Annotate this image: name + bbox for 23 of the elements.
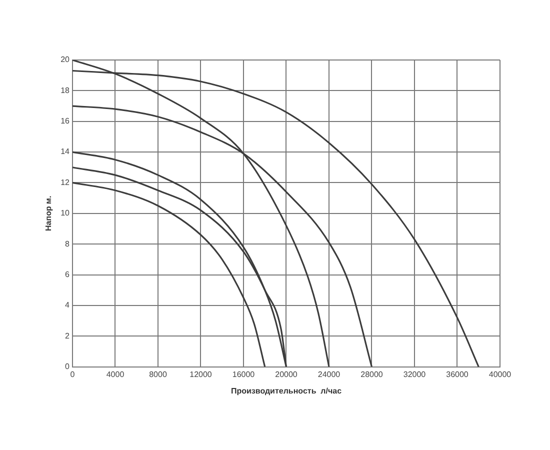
x-tick-label: 28000: [360, 370, 384, 379]
y-tick-label: 6: [65, 270, 70, 279]
x-tick-label: 20000: [275, 370, 298, 379]
x-tick-label: 32000: [403, 370, 426, 379]
y-axis-title: Напор м.: [44, 196, 54, 231]
x-tick-label: 36000: [446, 370, 469, 379]
y-tick-label: 8: [65, 239, 70, 248]
y-tick-label: 20: [60, 55, 70, 64]
x-tick-label: 24000: [318, 370, 341, 379]
x-tick-label: 16000: [232, 370, 256, 379]
x-tick-label: 12000: [190, 370, 212, 379]
y-tick-label: 16: [60, 116, 70, 126]
y-tick-label: 12: [60, 178, 70, 187]
x-tick-label: 8000: [149, 370, 168, 379]
x-tick-label: 4000: [106, 370, 125, 379]
y-tick-label: 2: [65, 331, 70, 340]
y-tick-label: 14: [60, 147, 70, 156]
y-tick-label: 4: [65, 300, 70, 310]
x-tick-label: 40000: [488, 370, 512, 379]
y-tick-label: 0: [65, 362, 70, 372]
y-tick-label: 10: [60, 208, 70, 218]
x-axis-title: Производительность л/час: [230, 386, 342, 396]
y-tick-label: 18: [60, 86, 70, 95]
